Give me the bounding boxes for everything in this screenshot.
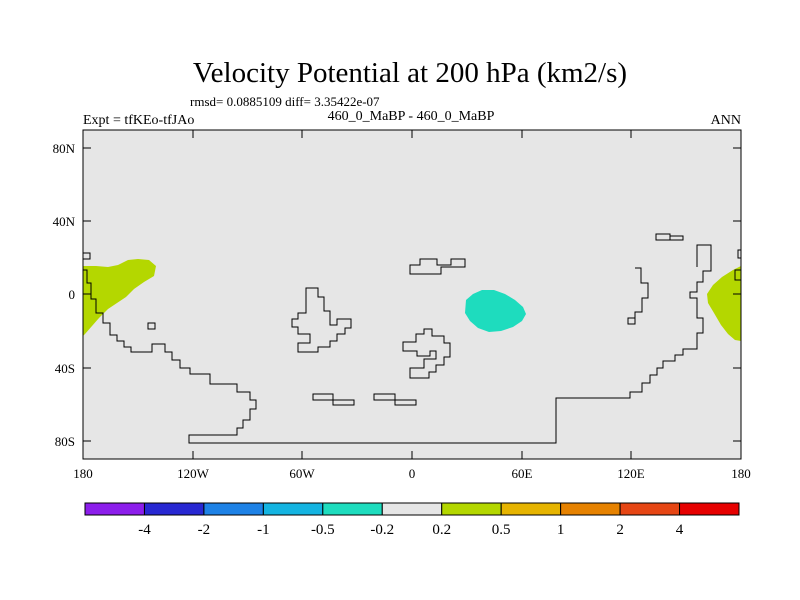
lon-label-60e: 60E <box>512 466 533 481</box>
map-title: Velocity Potential at 200 hPa (km2/s) <box>193 57 627 89</box>
colorbar-label: -0.5 <box>311 522 335 538</box>
colorbar-box <box>560 502 621 516</box>
lat-label-40s: 40S <box>55 361 75 376</box>
colorbar-box <box>381 502 443 516</box>
latitude-ticks <box>83 147 741 442</box>
colorbar-label: 0.5 <box>492 522 511 538</box>
outline-northeast-island <box>655 233 684 241</box>
colorbar-labels: -4 -2 -1 -0.5 -0.2 0.2 0.5 1 2 4 <box>138 522 684 538</box>
lon-label-60w: 60W <box>289 466 315 481</box>
outline-south-america <box>291 287 352 353</box>
map-background <box>83 130 741 459</box>
lat-label-80n: 80N <box>53 141 76 156</box>
colorbar-box <box>500 502 562 516</box>
map-panel <box>82 129 742 460</box>
colorbar-label: -2 <box>198 522 211 538</box>
latitude-labels: 80N 40N 0 40S 80S <box>53 141 76 449</box>
colorbar-label: -4 <box>138 522 151 538</box>
outline-southern-strip-2 <box>373 393 417 406</box>
subtitle-label: 460_0_MaBP - 460_0_MaBP <box>328 109 495 124</box>
colorbar-box <box>143 502 205 516</box>
outline-africa <box>409 258 466 275</box>
outline-west-edge <box>83 244 712 444</box>
lon-label-120e: 120E <box>617 466 645 481</box>
outline-east-island <box>627 267 649 325</box>
colorbar-box <box>203 502 264 516</box>
colorbar-label: -1 <box>257 522 270 538</box>
colorbar-box <box>441 502 502 516</box>
lat-label-40n: 40N <box>53 214 76 229</box>
lon-label-0: 0 <box>409 466 416 481</box>
colorbar-box <box>679 502 740 516</box>
lon-label-180w: 180 <box>73 466 93 481</box>
colorbar-box <box>84 502 145 516</box>
lat-label-0: 0 <box>69 287 76 302</box>
land-outlines <box>83 233 742 444</box>
colorbar-box <box>322 502 383 516</box>
colorbar: -4 -2 -1 -0.5 -0.2 0.2 0.5 1 2 4 <box>84 502 740 538</box>
lon-label-120w: 120W <box>177 466 210 481</box>
expt-label: Expt = tfKEo-tfJAo <box>83 113 194 128</box>
colorbar-label: 1 <box>557 522 565 538</box>
positive-shading-west <box>83 259 156 336</box>
colorbar-label: -0.2 <box>370 522 394 538</box>
longitude-labels: 180 120W 60W 0 60E 120E 180 <box>73 466 751 481</box>
season-label: ANN <box>711 113 741 128</box>
lat-label-80s: 80S <box>55 434 75 449</box>
longitude-ticks <box>82 130 742 459</box>
colorbar-label: 0.2 <box>432 522 451 538</box>
colorbar-label: 4 <box>676 522 684 538</box>
colorbar-box <box>619 502 681 516</box>
negative-shading-center <box>465 290 526 332</box>
positive-shading-east <box>707 266 741 341</box>
outline-indian-ocean-islands <box>402 328 451 379</box>
colorbar-boxes <box>84 502 740 516</box>
outline-southern-strip-1 <box>312 393 355 406</box>
lon-label-180e: 180 <box>731 466 751 481</box>
outline-small-island <box>147 322 156 330</box>
colorbar-box <box>262 502 324 516</box>
colorbar-label: 2 <box>616 522 624 538</box>
stats-label: rmsd= 0.0885109 diff= 3.35422e-07 <box>190 94 380 109</box>
